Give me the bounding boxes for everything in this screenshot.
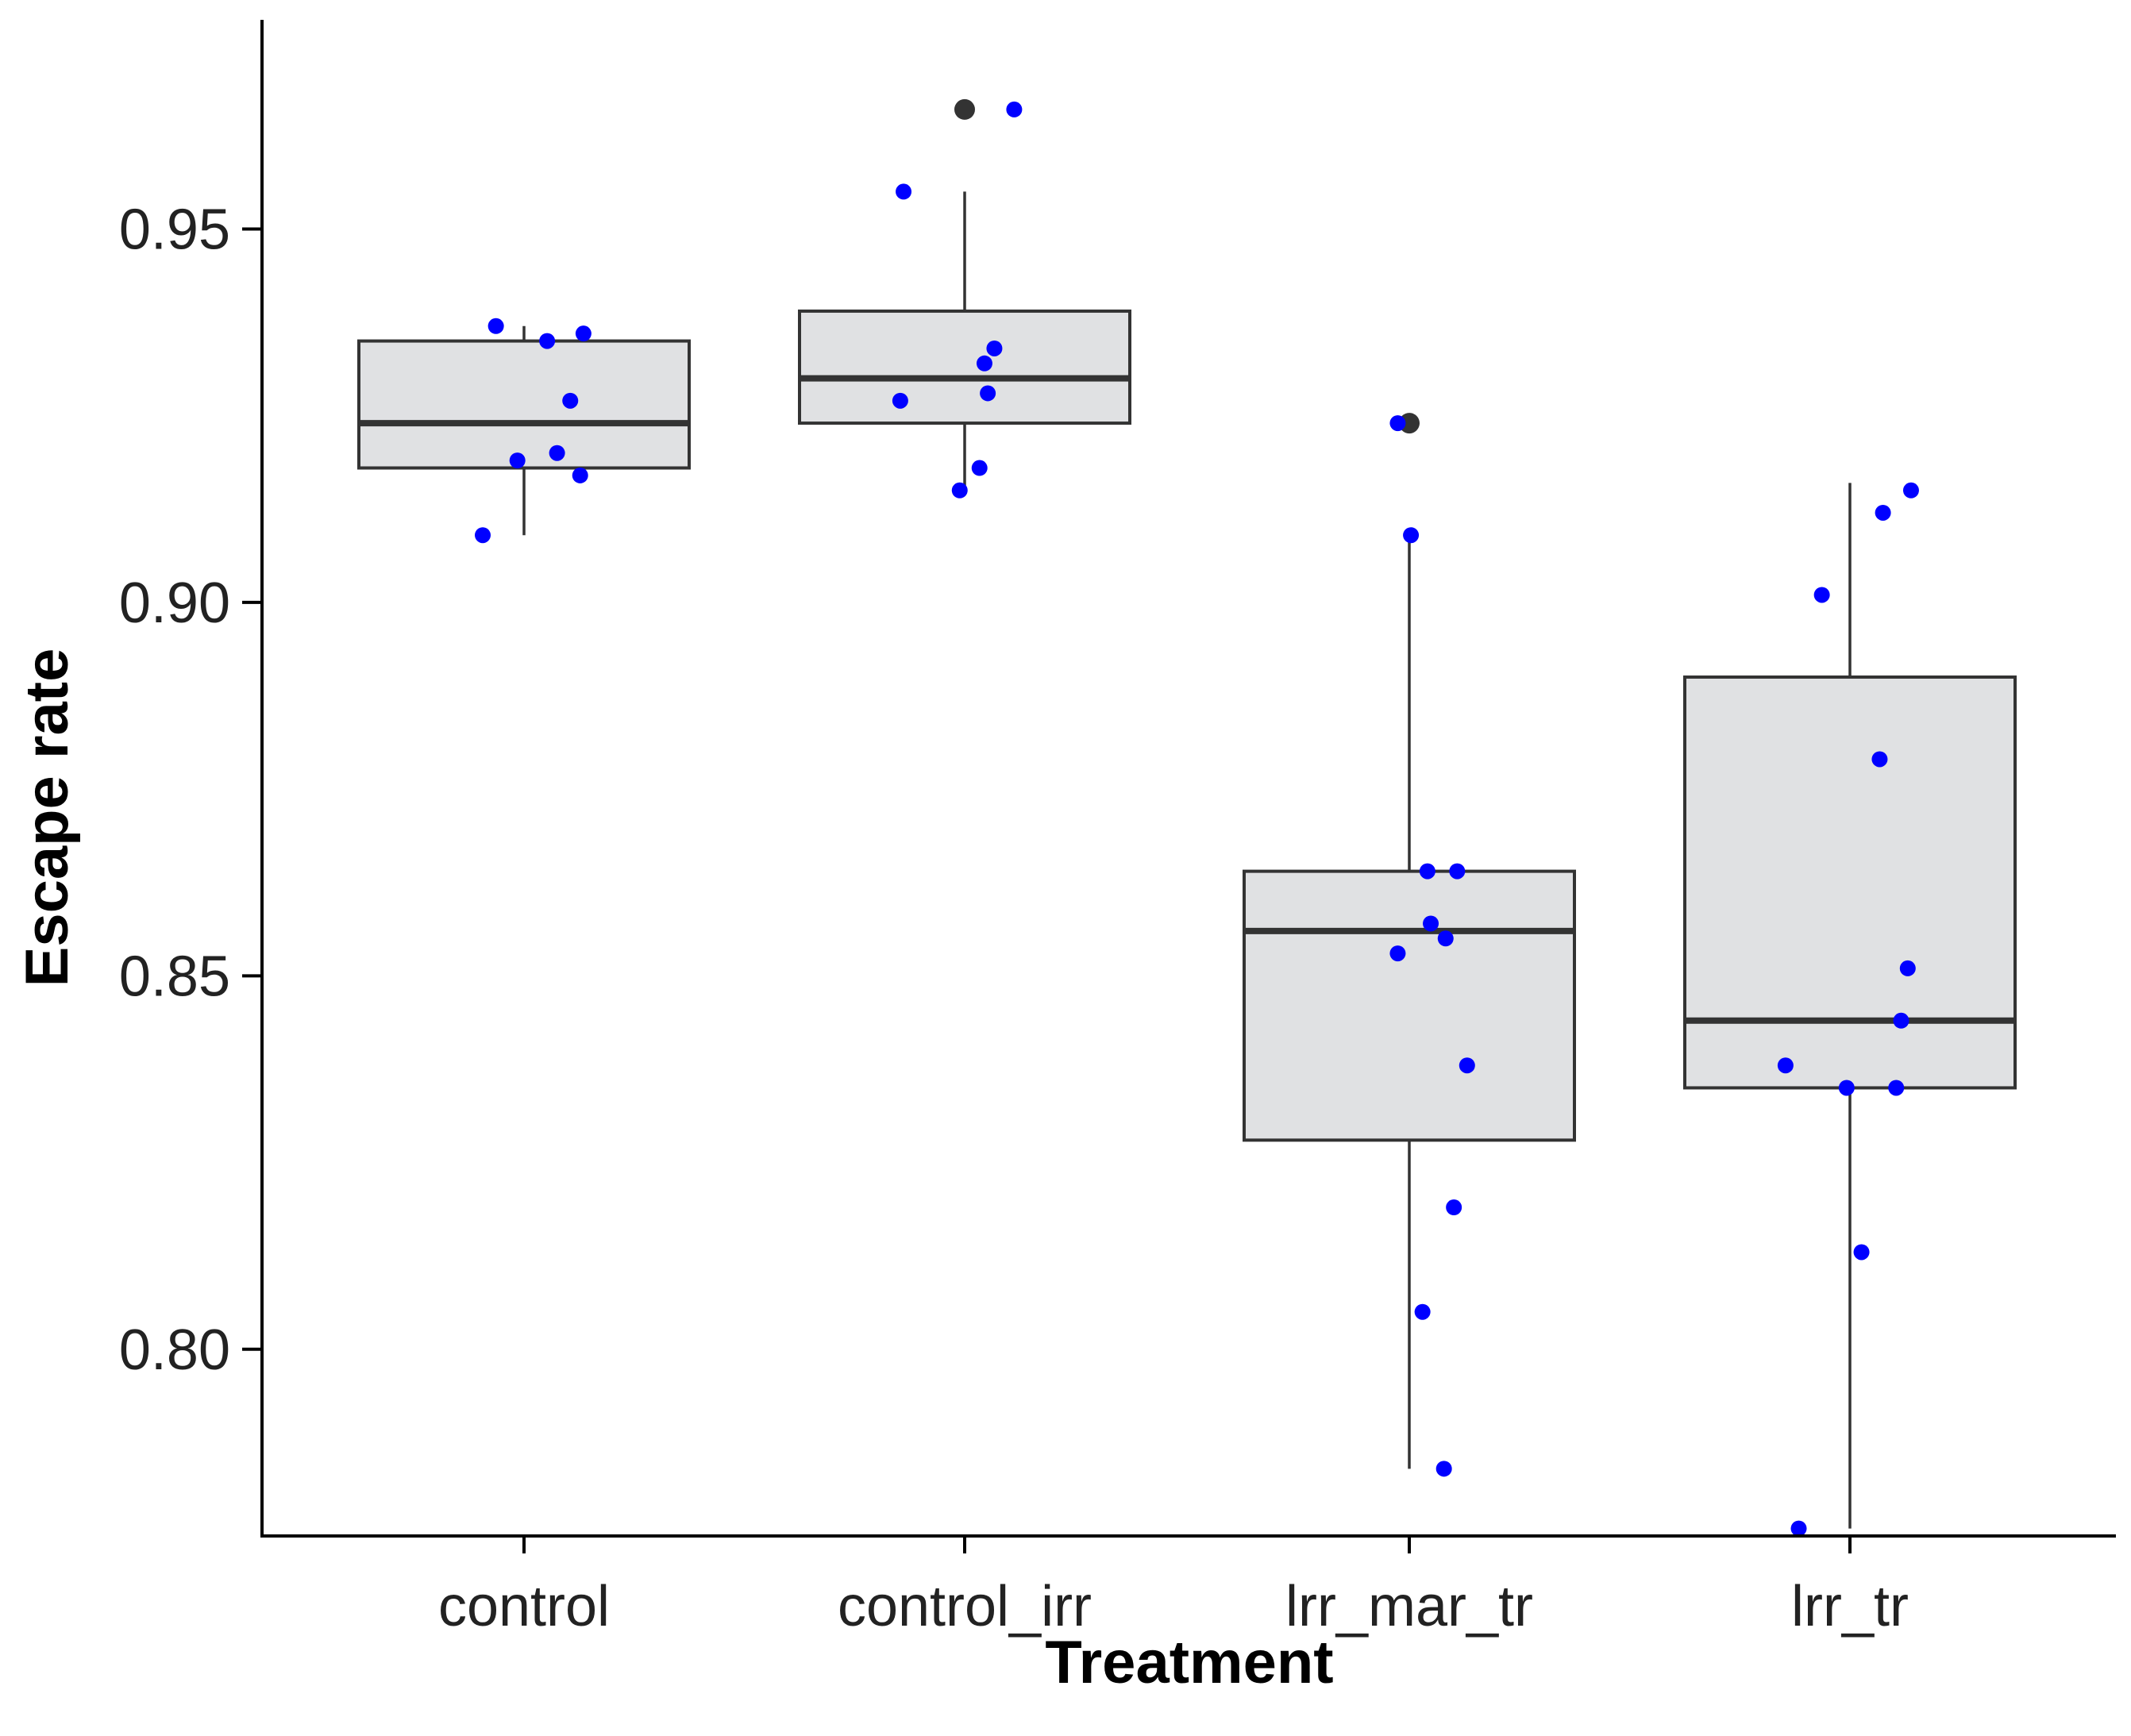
data-point <box>976 355 992 371</box>
data-point <box>475 527 491 544</box>
box-lrr_tr <box>1683 675 2017 1090</box>
data-point <box>1437 930 1454 947</box>
data-point <box>1435 1461 1452 1477</box>
data-point <box>1813 587 1830 603</box>
data-point <box>896 183 912 200</box>
data-point <box>1446 1199 1462 1216</box>
box-lrr_mar_tr <box>1243 869 1576 1142</box>
data-point <box>1419 863 1435 880</box>
data-point <box>1449 863 1466 880</box>
y-tick-label: 0.90 <box>119 572 230 635</box>
data-point <box>971 460 988 476</box>
data-point <box>1888 1080 1905 1096</box>
data-point <box>951 482 968 498</box>
data-point <box>980 385 996 402</box>
data-point <box>1902 482 1919 498</box>
data-point <box>1777 1057 1794 1074</box>
axes: 0.80 0.85 0.90 0.95 control control_irr lrr_ma… <box>119 20 2116 1638</box>
y-axis-title: Escape rate <box>13 649 81 987</box>
data-point <box>1838 1080 1855 1096</box>
data-point <box>509 452 526 469</box>
box-control <box>357 339 691 470</box>
x-tick-label: lrr_mar_tr <box>1285 1575 1533 1638</box>
data-point <box>539 333 556 349</box>
x-tick-label: lrr_tr <box>1791 1575 1909 1638</box>
data-point <box>1853 1244 1870 1261</box>
x-tick-label: control_irr <box>838 1575 1092 1638</box>
plot-area <box>357 98 2017 1537</box>
x-axis-title: Treatment <box>1045 1629 1333 1696</box>
data-point <box>487 318 504 334</box>
y-tick-label: 0.80 <box>119 1318 230 1382</box>
box-control_irr <box>798 309 1131 425</box>
data-point <box>1006 101 1023 117</box>
data-point <box>1414 1303 1431 1320</box>
data-point <box>1459 1057 1475 1074</box>
data-point <box>575 325 592 342</box>
data-point <box>1403 527 1420 544</box>
data-point <box>1899 960 1916 976</box>
y-tick-label: 0.95 <box>119 198 230 261</box>
data-point <box>1790 1520 1807 1537</box>
data-point <box>1389 945 1406 962</box>
data-point <box>572 467 588 483</box>
data-point <box>562 392 579 409</box>
y-tick-label: 0.85 <box>119 945 230 1008</box>
data-point <box>549 445 565 461</box>
data-point <box>892 392 908 409</box>
data-point <box>1389 415 1406 432</box>
data-point <box>1893 1012 1909 1029</box>
data-point <box>1875 504 1891 521</box>
outlier-point <box>1399 413 1420 434</box>
x-tick-label: control <box>438 1575 610 1638</box>
data-point <box>1871 751 1888 768</box>
outlier-point <box>954 98 975 120</box>
data-point <box>986 340 1003 356</box>
data-point <box>1423 915 1439 932</box>
